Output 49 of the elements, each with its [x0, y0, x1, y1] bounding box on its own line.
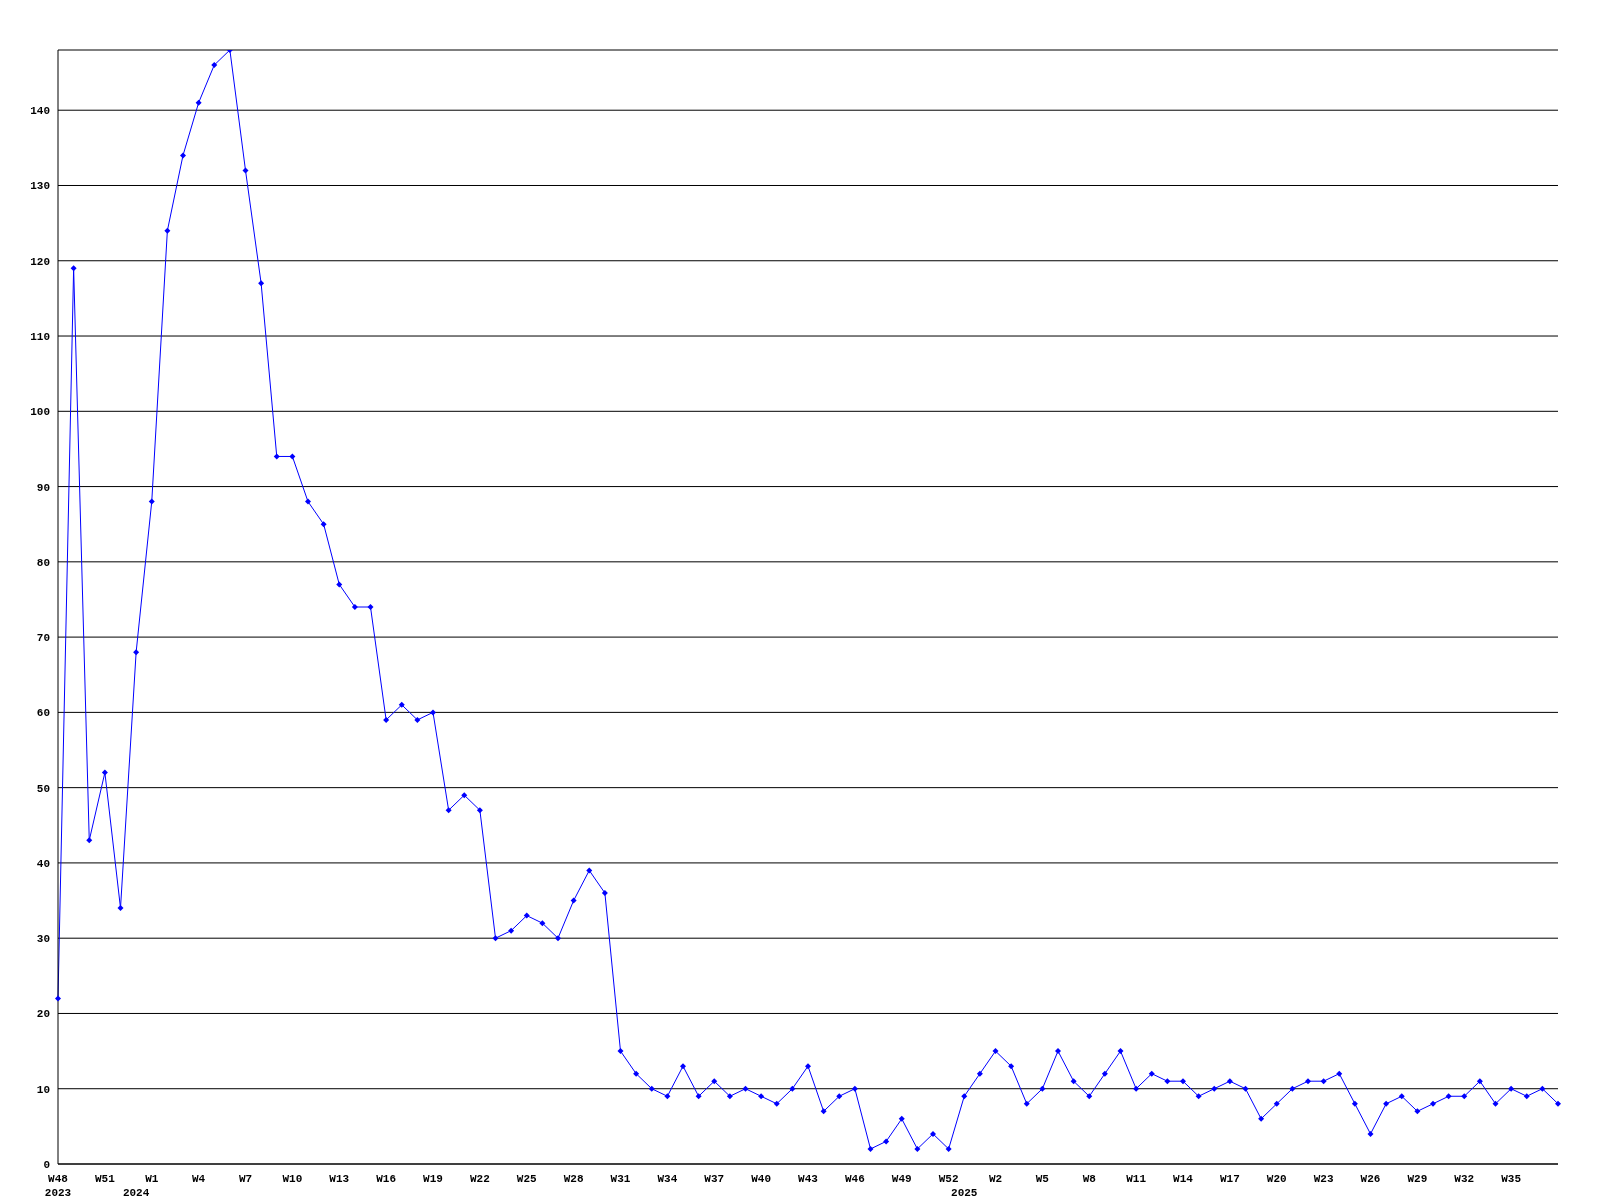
y-tick-label: 30 [36, 933, 50, 946]
x-tick-label: W31 [610, 1173, 631, 1185]
x-tick-label: 2024 [122, 1187, 150, 1199]
x-tick-label: W28 [563, 1173, 584, 1185]
x-tick-label: W2 [988, 1173, 1003, 1185]
x-tick-label: W20 [1266, 1173, 1287, 1185]
x-tick-label: W26 [1360, 1173, 1381, 1185]
x-tick-label: W48 2023 [44, 1173, 72, 1199]
y-tick-label: 50 [36, 782, 50, 795]
x-tick-label: W34 [657, 1173, 678, 1185]
x-tick-label: W29 [1407, 1173, 1428, 1185]
y-tick-label: 0 [43, 1159, 50, 1171]
x-tick-label: W43 [798, 1173, 819, 1185]
y-tick-label: 20 [36, 1008, 50, 1021]
y-tick-label: 110 [30, 331, 50, 344]
x-tick-label: W46 [844, 1173, 865, 1185]
y-tick-label: 10 [36, 1083, 50, 1096]
y-tick-label: 90 [36, 481, 50, 494]
x-tick-label: W7 [238, 1173, 253, 1185]
x-tick-label: W32 [1454, 1173, 1475, 1185]
x-tick-label: W25 [516, 1173, 538, 1185]
y-tick-label: 70 [36, 632, 50, 645]
y-tick-label: 100 [30, 406, 50, 419]
y-tick-label: 120 [30, 255, 50, 268]
x-tick-label: W10 [282, 1173, 303, 1185]
y-tick-label: 140 [30, 105, 50, 118]
x-tick-label: W14 [1173, 1173, 1194, 1185]
x-tick-label: W49 [891, 1173, 912, 1185]
x-tick-label: W35 [1501, 1173, 1522, 1185]
y-tick-label: 40 [36, 857, 50, 870]
x-tick-label: W4 [192, 1173, 206, 1185]
y-tick-label: 60 [36, 707, 50, 720]
x-tick-label: W5 [1035, 1173, 1050, 1185]
x-tick-label: W37 [704, 1173, 725, 1185]
x-tick-label: W23 [1313, 1173, 1334, 1185]
x-tick-label: W52 [938, 1173, 959, 1185]
y-tick-label: 80 [36, 556, 50, 569]
x-tick-label: W17 [1219, 1173, 1240, 1185]
x-tick-label: W13 [329, 1173, 350, 1185]
x-tick-label: W19 [423, 1173, 443, 1185]
x-tick-label: W51 [94, 1173, 116, 1185]
y-tick-label: 130 [30, 180, 50, 193]
x-tick-label: W40 [751, 1173, 772, 1185]
x-tick-label: W8 [1082, 1173, 1097, 1185]
x-tick-label: W16 [376, 1173, 397, 1185]
x-tick-label: 2025 [951, 1187, 978, 1199]
x-tick-label: W1 [145, 1173, 159, 1185]
x-tick-label: W22 [469, 1173, 490, 1185]
x-tick-label: W11 [1126, 1173, 1147, 1185]
